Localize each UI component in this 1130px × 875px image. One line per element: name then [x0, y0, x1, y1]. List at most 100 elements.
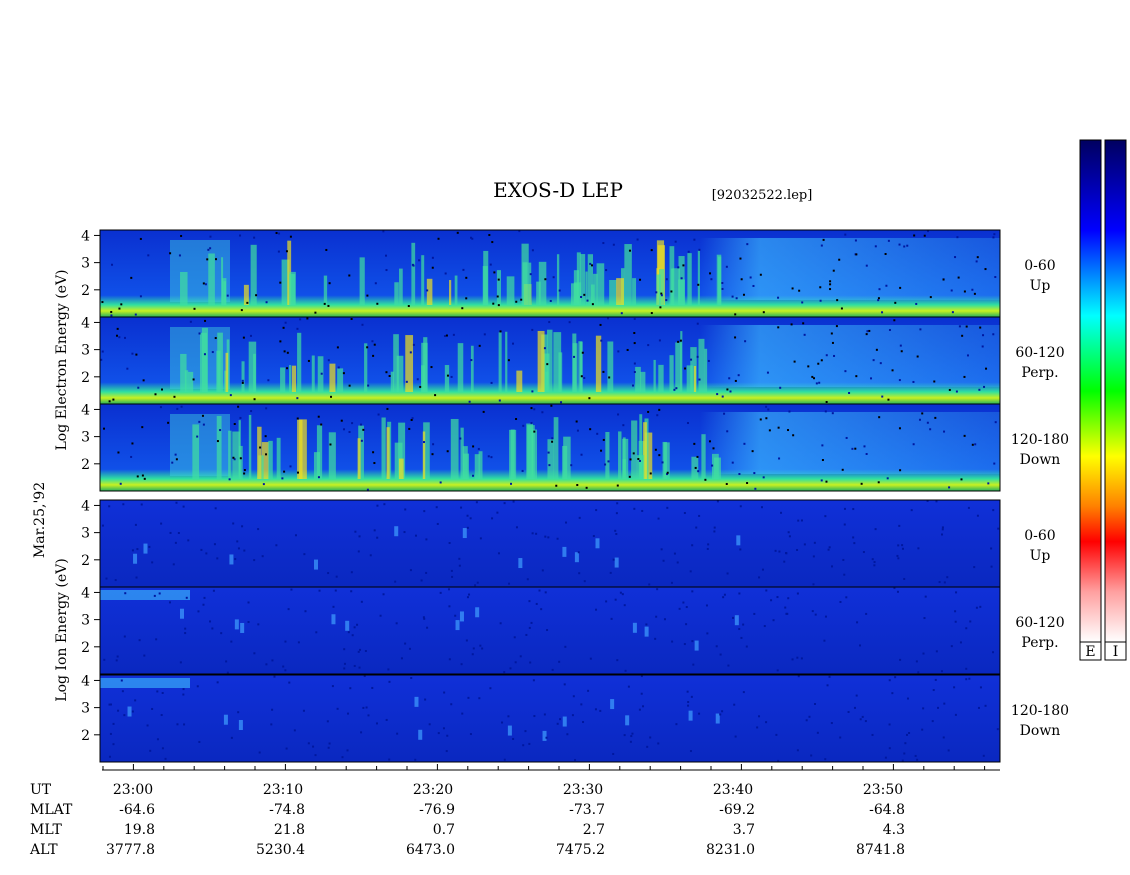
noise: [622, 424, 625, 427]
noise: [656, 414, 659, 417]
noise: [369, 554, 372, 557]
noise: [623, 604, 626, 607]
noise: [271, 708, 274, 711]
noise: [230, 736, 233, 739]
noise: [954, 610, 957, 613]
noise: [366, 488, 369, 491]
noise: [839, 736, 842, 739]
noise: [374, 282, 377, 285]
noise: [977, 706, 980, 709]
noise: [903, 752, 906, 755]
noise: [865, 612, 868, 615]
noise: [595, 608, 598, 611]
noise: [971, 443, 974, 446]
noise: [241, 525, 244, 528]
noise: [367, 384, 370, 387]
noise: [121, 690, 124, 693]
noise: [528, 742, 531, 745]
noise: [123, 635, 126, 638]
noise: [293, 729, 296, 732]
noise: [725, 265, 728, 268]
spectrogram-streak: [693, 366, 697, 392]
noise: [617, 350, 620, 353]
noise: [898, 524, 901, 527]
noise: [465, 297, 468, 300]
noise: [131, 710, 134, 713]
spectrogram-streak: [605, 432, 610, 479]
colorbar: [1104, 139, 1127, 643]
spectrogram-haze: [100, 590, 190, 600]
noise: [315, 631, 318, 634]
noise: [171, 461, 174, 464]
noise: [893, 319, 896, 322]
noise: [888, 328, 891, 331]
noise: [541, 569, 544, 572]
spectrogram-haze: [100, 678, 190, 688]
y-tick-label: 3: [81, 256, 90, 272]
noise: [793, 360, 796, 363]
noise: [340, 419, 343, 422]
noise: [360, 439, 363, 442]
noise: [934, 678, 937, 681]
noise: [810, 754, 813, 757]
noise: [156, 738, 159, 741]
noise: [797, 675, 800, 678]
noise: [583, 293, 586, 296]
noise: [814, 613, 817, 616]
colorbar: [1079, 139, 1102, 643]
noise: [447, 588, 450, 591]
noise: [670, 581, 673, 584]
noise: [461, 712, 464, 715]
spectrogram: [100, 587, 1000, 674]
noise: [503, 758, 506, 761]
noise: [172, 563, 175, 566]
noise: [813, 541, 816, 544]
noise: [979, 326, 982, 329]
noise: [838, 258, 841, 261]
noise: [666, 473, 669, 476]
noise: [721, 287, 724, 290]
noise: [686, 690, 689, 693]
noise: [628, 475, 631, 478]
noise: [568, 321, 571, 324]
noise: [350, 590, 353, 593]
noise: [349, 687, 352, 690]
y-tick-label: 2: [81, 640, 90, 656]
noise: [942, 736, 945, 739]
spectrogram-streak: [421, 255, 425, 305]
noise: [602, 438, 605, 441]
noise: [563, 683, 566, 686]
noise: [202, 282, 205, 285]
noise: [588, 397, 591, 400]
noise: [439, 591, 442, 594]
spectrogram-streak: [358, 425, 364, 479]
noise: [739, 548, 742, 551]
noise: [327, 304, 330, 307]
noise: [176, 723, 179, 726]
noise: [870, 377, 873, 380]
spectrogram-streak: [411, 242, 416, 305]
noise: [973, 566, 976, 569]
noise: [580, 703, 583, 706]
noise: [982, 334, 985, 337]
noise: [946, 576, 949, 579]
spectrogram-streak: [331, 614, 336, 625]
noise: [431, 266, 434, 269]
noise: [237, 405, 240, 408]
noise: [744, 340, 747, 343]
noise: [180, 405, 183, 408]
noise: [776, 669, 779, 672]
spectrogram-streak: [618, 431, 622, 479]
noise: [294, 534, 297, 537]
ephemeris-value: -64.8: [869, 802, 905, 818]
noise: [418, 259, 421, 262]
spectrogram-streak: [280, 367, 286, 392]
noise: [385, 269, 388, 272]
noise: [228, 478, 231, 481]
spectrogram-streak: [624, 244, 632, 305]
spectrogram-streak: [644, 626, 649, 637]
noise: [805, 719, 808, 722]
noise: [134, 313, 137, 316]
noise: [817, 362, 820, 365]
noise: [558, 289, 561, 292]
